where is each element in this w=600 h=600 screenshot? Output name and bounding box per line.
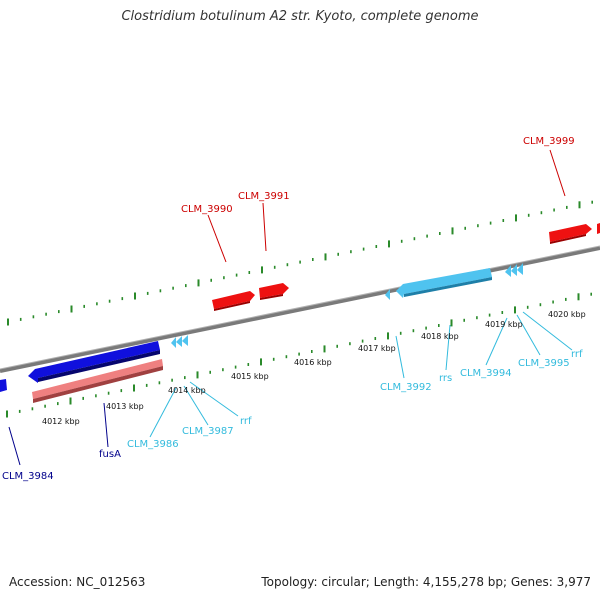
label-clm-3986: CLM_3986 xyxy=(127,439,179,450)
leader-clm-3995 xyxy=(516,314,541,356)
gene-clm-3995-b[interactable] xyxy=(511,264,517,276)
lower-tick-track xyxy=(6,292,593,418)
gene-clm-3999-edge xyxy=(550,234,586,244)
gene-clm-3994-edge xyxy=(404,277,492,297)
gene-clm-3992[interactable] xyxy=(385,289,390,300)
leader-clm-3999 xyxy=(549,149,566,197)
kbp-label-4018: 4018 kbp xyxy=(421,332,459,341)
gene-clm-3990-edge xyxy=(214,301,250,311)
label-clm-3991: CLM_3991 xyxy=(238,191,290,202)
leader-clm-3992 xyxy=(395,335,405,379)
gene-rrf-left[interactable] xyxy=(182,335,188,346)
gene-rrf-right[interactable] xyxy=(517,263,523,275)
gene-clm-3990[interactable] xyxy=(212,291,255,309)
label-clm-3999: CLM_3999 xyxy=(523,136,575,147)
map-title: Clostridium botulinum A2 str. Kyoto, com… xyxy=(121,9,479,24)
leader-fusa xyxy=(103,402,109,448)
label-fusa: fusA xyxy=(99,449,121,460)
gene-clm-3999[interactable] xyxy=(549,224,592,242)
kbp-label-4016: 4016 kbp xyxy=(294,358,332,367)
gene-clm-3984[interactable] xyxy=(0,379,7,392)
gene-rrna-pink-edge xyxy=(33,366,163,403)
gene-clm-3987[interactable] xyxy=(176,336,182,347)
label-clm-3984: CLM_3984 xyxy=(2,471,54,482)
kbp-label-4019: 4019 kbp xyxy=(485,320,523,329)
leader-clm-3987 xyxy=(183,385,209,426)
genome-backbone-highlight xyxy=(0,245,600,370)
upper-tick-track xyxy=(7,200,594,326)
gene-clm-3991[interactable] xyxy=(259,283,289,298)
leader-clm-3986 xyxy=(149,387,177,438)
label-rrs: rrs xyxy=(439,373,452,384)
gene-fusa[interactable] xyxy=(28,341,160,383)
gene-rrna-pink[interactable] xyxy=(32,359,163,399)
label-rrf-right: rrf xyxy=(571,349,583,360)
label-clm-3990: CLM_3990 xyxy=(181,204,233,215)
kbp-label-4015: 4015 kbp xyxy=(231,372,269,381)
gene-clm-3995-a[interactable] xyxy=(505,265,511,277)
label-clm-3987: CLM_3987 xyxy=(182,426,234,437)
accession-text: Accession: NC_012563 xyxy=(9,575,146,589)
leader-clm-3984 xyxy=(8,426,21,466)
leader-clm-3990 xyxy=(207,214,227,263)
kbp-label-4014: 4014 kbp xyxy=(168,386,206,395)
kbp-label-4017: 4017 kbp xyxy=(358,344,396,353)
leader-clm-3994 xyxy=(485,317,508,366)
label-clm-3992: CLM_3992 xyxy=(380,382,432,393)
gene-clm-3991-edge xyxy=(260,294,283,300)
kbp-label-4020: 4020 kbp xyxy=(548,310,586,319)
kbp-label-4012: 4012 kbp xyxy=(42,417,80,426)
label-clm-3995: CLM_3995 xyxy=(518,358,570,369)
leader-rrf-left xyxy=(189,381,239,417)
gene-clm-4000[interactable] xyxy=(597,223,600,234)
gene-clm-3986[interactable] xyxy=(171,337,176,348)
leader-rrf-right xyxy=(522,311,573,351)
genome-backbone xyxy=(0,246,600,373)
label-clm-3994: CLM_3994 xyxy=(460,368,512,379)
gene-clm-3994[interactable] xyxy=(396,268,492,298)
kbp-label-4013: 4013 kbp xyxy=(106,402,144,411)
leader-lines xyxy=(8,149,573,466)
label-rrf-left: rrf xyxy=(240,416,252,427)
leader-rrs xyxy=(445,324,451,371)
gene-fusa-edge xyxy=(38,350,160,382)
genome-summary-text: Topology: circular; Length: 4,155,278 bp… xyxy=(261,575,591,589)
leader-clm-3991 xyxy=(262,202,267,252)
